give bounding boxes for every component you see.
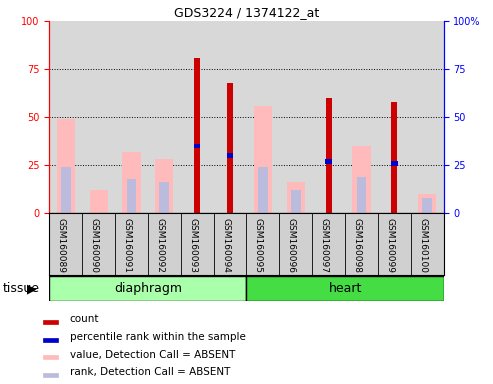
- Bar: [254, 106, 272, 213]
- Text: diaphragm: diaphragm: [114, 283, 182, 295]
- Text: GSM160091: GSM160091: [122, 218, 132, 273]
- Bar: [246, 276, 444, 301]
- Bar: [43, 320, 58, 324]
- Bar: [155, 159, 174, 213]
- Text: GSM160089: GSM160089: [57, 218, 66, 273]
- Text: GSM160094: GSM160094: [221, 218, 230, 273]
- Bar: [43, 355, 58, 359]
- Text: GSM160090: GSM160090: [90, 218, 99, 273]
- Text: percentile rank within the sample: percentile rank within the sample: [70, 332, 246, 342]
- Text: GSM160100: GSM160100: [418, 218, 427, 273]
- Text: GSM160093: GSM160093: [188, 218, 197, 273]
- Text: GSM160099: GSM160099: [386, 218, 394, 273]
- Bar: [90, 190, 107, 213]
- Bar: [418, 194, 436, 213]
- Bar: [194, 144, 201, 148]
- Bar: [352, 146, 371, 213]
- Bar: [423, 198, 432, 213]
- Bar: [122, 152, 141, 213]
- Text: GSM160096: GSM160096: [287, 218, 296, 273]
- Bar: [194, 58, 200, 213]
- Bar: [49, 276, 247, 301]
- Bar: [291, 190, 301, 213]
- Bar: [227, 153, 233, 158]
- Text: GSM160095: GSM160095: [254, 218, 263, 273]
- Text: value, Detection Call = ABSENT: value, Detection Call = ABSENT: [70, 350, 235, 360]
- Title: GDS3224 / 1374122_at: GDS3224 / 1374122_at: [174, 5, 319, 18]
- Bar: [287, 182, 305, 213]
- Text: rank, Detection Call = ABSENT: rank, Detection Call = ABSENT: [70, 367, 230, 377]
- Bar: [43, 338, 58, 342]
- Text: count: count: [70, 314, 99, 324]
- Bar: [127, 179, 137, 213]
- Bar: [159, 182, 169, 213]
- Text: GSM160097: GSM160097: [319, 218, 329, 273]
- Text: tissue: tissue: [2, 283, 39, 295]
- Text: ▶: ▶: [27, 283, 37, 295]
- Bar: [43, 373, 58, 377]
- Bar: [391, 161, 398, 166]
- Bar: [61, 167, 70, 213]
- Text: GSM160098: GSM160098: [352, 218, 361, 273]
- Bar: [227, 83, 233, 213]
- Bar: [326, 98, 332, 213]
- Text: GSM160092: GSM160092: [155, 218, 164, 273]
- Bar: [391, 102, 397, 213]
- Bar: [57, 119, 75, 213]
- Bar: [356, 177, 366, 213]
- Bar: [258, 167, 268, 213]
- Bar: [325, 159, 332, 164]
- Text: heart: heart: [328, 283, 362, 295]
